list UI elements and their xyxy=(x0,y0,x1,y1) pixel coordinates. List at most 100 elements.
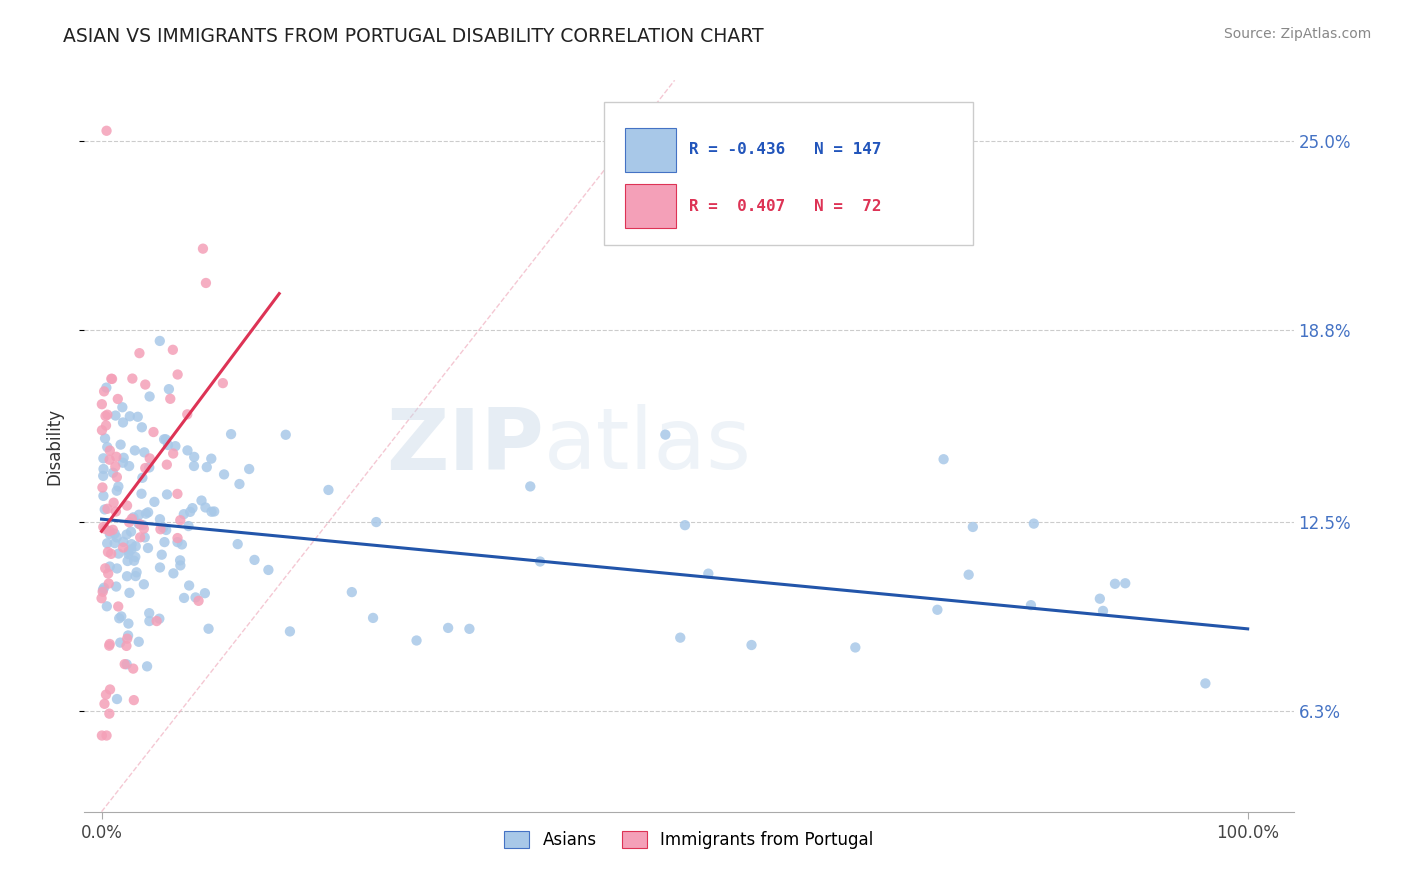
Point xyxy=(1104,576,1126,591)
Point xyxy=(97,545,120,559)
Point xyxy=(117,554,139,568)
Point xyxy=(152,520,174,534)
Point xyxy=(202,504,225,518)
Point xyxy=(125,539,148,553)
Point xyxy=(257,563,280,577)
Point xyxy=(318,483,340,497)
Point xyxy=(181,501,204,516)
Point xyxy=(105,470,128,484)
Point xyxy=(104,526,127,541)
Point xyxy=(118,409,141,424)
Point xyxy=(1088,591,1111,606)
Point xyxy=(138,614,160,628)
Point xyxy=(91,582,114,597)
Point xyxy=(93,697,115,711)
Point xyxy=(131,471,153,485)
Point xyxy=(120,542,142,557)
Point xyxy=(93,462,115,476)
Point xyxy=(122,510,145,524)
Point xyxy=(157,382,180,396)
Point xyxy=(93,502,115,516)
Point xyxy=(105,580,128,594)
Point xyxy=(96,381,118,395)
FancyBboxPatch shape xyxy=(624,128,676,171)
Point xyxy=(93,451,115,466)
Point xyxy=(105,530,128,544)
Point xyxy=(157,438,180,452)
Point xyxy=(405,633,427,648)
Point xyxy=(115,657,138,672)
Text: R = -0.436   N = 147: R = -0.436 N = 147 xyxy=(689,142,882,157)
Point xyxy=(458,622,481,636)
Point xyxy=(98,524,121,538)
Point xyxy=(90,729,112,743)
Point xyxy=(1092,604,1115,618)
Point xyxy=(112,541,135,555)
Point xyxy=(98,637,121,651)
Point xyxy=(105,692,128,706)
Point xyxy=(128,516,150,531)
Point xyxy=(96,408,118,422)
Point xyxy=(91,480,114,494)
FancyBboxPatch shape xyxy=(605,103,973,244)
Point xyxy=(437,621,460,635)
Point xyxy=(115,639,138,653)
Point xyxy=(226,537,249,551)
Point xyxy=(128,346,150,360)
Point xyxy=(107,479,129,493)
Point xyxy=(110,437,132,451)
Point xyxy=(111,401,134,415)
Text: Source: ZipAtlas.com: Source: ZipAtlas.com xyxy=(1223,27,1371,41)
Point xyxy=(117,616,139,631)
Point xyxy=(94,409,117,423)
Point xyxy=(132,518,155,533)
Point xyxy=(98,559,121,574)
Point xyxy=(94,418,117,433)
Point xyxy=(117,544,139,558)
Point xyxy=(741,638,763,652)
Point xyxy=(153,535,176,549)
Point xyxy=(105,483,128,498)
Point xyxy=(115,569,138,583)
Point xyxy=(105,561,128,575)
Point xyxy=(166,487,188,501)
Point xyxy=(114,657,136,672)
Point xyxy=(162,446,184,460)
Point xyxy=(101,372,124,386)
Point xyxy=(166,368,188,382)
Point xyxy=(134,377,156,392)
Point xyxy=(110,635,132,649)
Point xyxy=(122,662,145,676)
Point xyxy=(173,591,195,605)
Point xyxy=(112,450,135,465)
Point xyxy=(519,479,541,493)
Point xyxy=(121,512,143,526)
Text: ZIP: ZIP xyxy=(387,404,544,488)
Point xyxy=(129,530,152,544)
Point xyxy=(148,612,170,626)
Point xyxy=(143,495,166,509)
Point xyxy=(117,547,139,561)
Point xyxy=(179,578,201,592)
Point xyxy=(124,569,146,583)
Point xyxy=(1022,516,1045,531)
Point xyxy=(361,611,384,625)
Point xyxy=(103,496,125,510)
Point xyxy=(135,507,157,521)
Point xyxy=(340,585,363,599)
Point xyxy=(117,628,139,642)
Point xyxy=(125,566,148,580)
Point xyxy=(162,566,184,581)
Point xyxy=(166,535,188,549)
Point xyxy=(128,634,150,648)
Point xyxy=(96,536,118,550)
Point xyxy=(932,452,955,467)
Point xyxy=(94,561,117,575)
Point xyxy=(104,536,127,550)
Point xyxy=(187,594,209,608)
Point xyxy=(104,409,127,423)
Point xyxy=(169,553,191,567)
Point xyxy=(132,522,155,536)
Point xyxy=(219,427,242,442)
Point xyxy=(212,376,235,391)
